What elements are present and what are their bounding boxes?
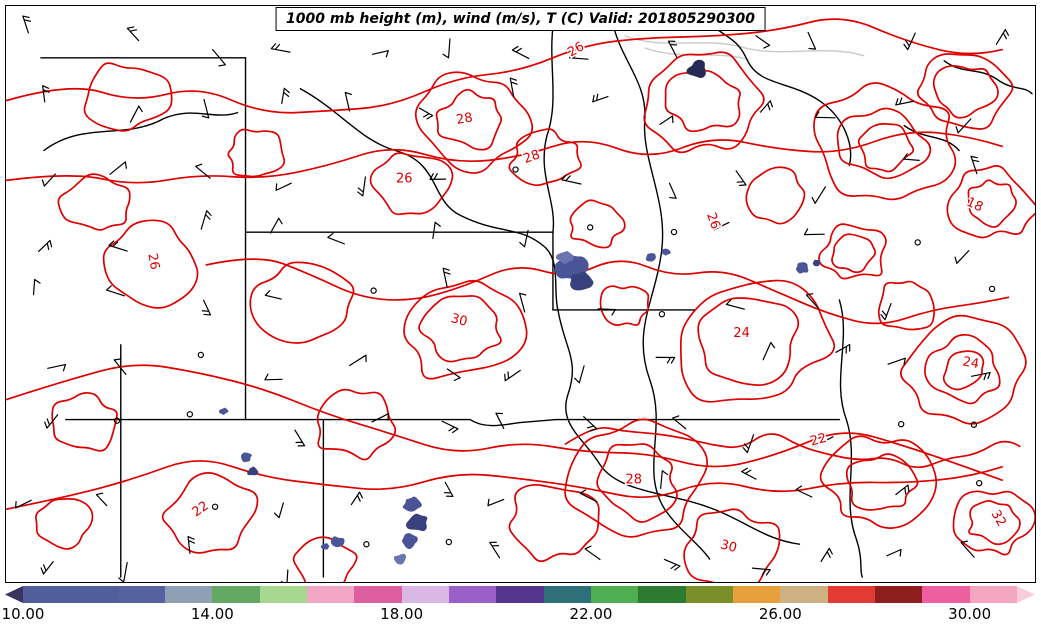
colorbar-tick-label: 14.00 [190, 605, 234, 623]
contour-label: 26 [396, 171, 412, 186]
wind-barbs [14, 15, 1010, 582]
contour-label: 32 [987, 508, 1008, 530]
colorbar-segment [496, 586, 544, 603]
contour-label: 28 [455, 110, 474, 128]
colorbar-segment [354, 586, 402, 603]
colorbar-segment [117, 586, 165, 603]
colorbar-segment [685, 586, 733, 603]
colorbar-segment [969, 586, 1017, 603]
colorbar-segment [259, 586, 307, 603]
contour-label: 28 [626, 472, 642, 487]
colorbar [5, 586, 1035, 603]
contour-label: 24 [733, 326, 749, 341]
contour-label: 26 [144, 252, 162, 271]
colorbar-tick-label: 10.00 [1, 605, 45, 623]
colorbar-segment [70, 586, 118, 603]
colorbar-segment [874, 586, 923, 603]
colorbar-segment [212, 586, 260, 603]
colorbar-segment [23, 586, 71, 603]
colorbar-segment [638, 586, 686, 603]
temperature-contours [6, 18, 1035, 582]
colorbar-segment [922, 586, 970, 603]
colorbar-segment [827, 586, 875, 603]
shaded-precip-areas [219, 59, 821, 565]
map-canvas: 26 28 28 26 26 18 26 30 24 24 22 28 22 30 32 [6, 8, 1035, 582]
plot-title: 1000 mb height (m), wind (m/s), T (C) Va… [275, 7, 766, 31]
watermark-contours [624, 35, 865, 61]
contour-label: 30 [719, 537, 739, 556]
colorbar-segment [448, 586, 497, 603]
colorbar-tick-label: 22.00 [569, 605, 613, 623]
contour-label: 24 [961, 354, 980, 372]
map-panel: 26 28 28 26 26 18 26 30 24 24 22 28 22 30 32 [5, 5, 1036, 583]
colorbar-extend-right [1016, 586, 1035, 603]
contour-label: 28 [521, 147, 542, 167]
contour-label: 22 [190, 499, 212, 521]
colorbar-tick-label: 26.00 [758, 605, 802, 623]
contour-label: 30 [449, 311, 469, 330]
colorbar-segment [543, 586, 591, 603]
colorbar-segment [306, 586, 355, 603]
colorbar-segment [732, 586, 781, 603]
contour-label: 18 [964, 195, 985, 216]
colorbar-extend-left [5, 586, 23, 603]
contour-label: 22 [809, 431, 829, 450]
colorbar-segment [164, 586, 213, 603]
colorbar-tick-labels: 10.00 14.00 18.00 22.00 26.00 30.00 [1, 605, 1035, 627]
contour-label: 26 [703, 211, 723, 232]
colorbar-segment [780, 586, 828, 603]
colorbar-segment [401, 586, 449, 603]
colorbar-tick-label: 30.00 [948, 605, 992, 623]
colorbar-segment [590, 586, 639, 603]
colorbar-tick-label: 18.00 [380, 605, 424, 623]
contour-label: 26 [565, 39, 587, 60]
